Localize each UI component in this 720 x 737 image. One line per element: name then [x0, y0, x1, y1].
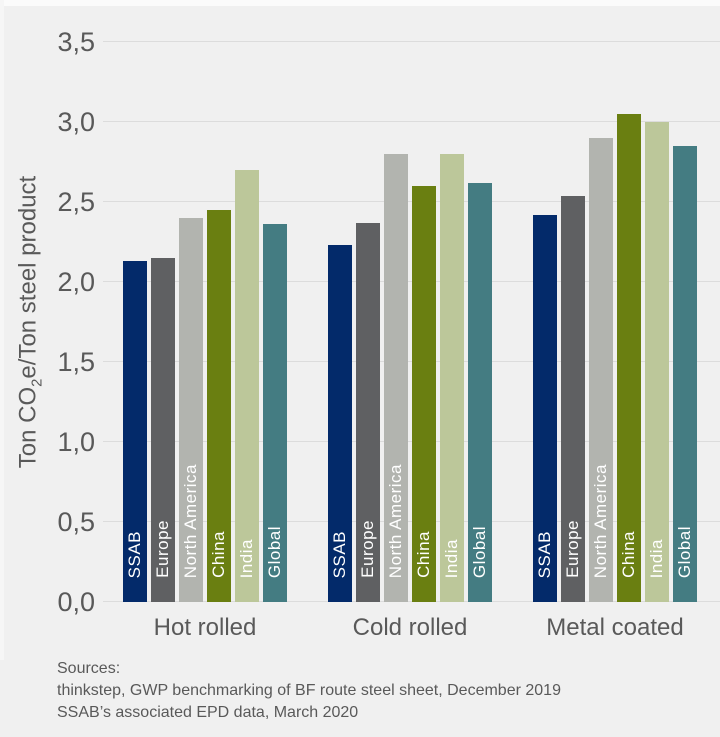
bar-label-europe: Europe — [563, 520, 582, 578]
bar-hot-rolled-global: Global — [263, 224, 287, 602]
y-tick-1,5: 1,5 — [57, 347, 95, 377]
bar-group-hot-rolled: SSAB Europe North America China India Global — [123, 42, 287, 602]
sources-label: Sources: — [57, 660, 121, 677]
bar-label-ssab: SSAB — [330, 530, 349, 578]
bar-cold-rolled-europe: Europe — [356, 222, 380, 602]
bar-cold-rolled-north-america: North America — [384, 154, 408, 602]
bar-cold-rolled-global: Global — [468, 182, 492, 602]
y-tick-3,0: 3,0 — [57, 107, 95, 137]
bar-hot-rolled-ssab: SSAB — [123, 261, 147, 602]
bar-group-metal-coated: SSAB Europe North America China India Global — [533, 42, 697, 602]
bar-hot-rolled-europe: Europe — [151, 258, 175, 602]
bar-label-india: India — [237, 538, 256, 578]
y-tick-2,5: 2,5 — [57, 187, 95, 217]
top-edge-highlight — [0, 0, 720, 6]
plot-area: 0,0 0,5 1,0 1,5 2,0 2,5 3,0 3,5 SSAB Europe North … — [57, 28, 720, 641]
bar-label-india: India — [647, 538, 666, 578]
category-label-hot-rolled: Hot rolled — [153, 614, 257, 641]
bar-cold-rolled-china: China — [412, 186, 436, 602]
gridline-3,5 — [103, 41, 720, 42]
bar-label-north-america: North America — [386, 463, 405, 578]
bar-label-china: China — [619, 531, 638, 578]
bar-metal-coated-india: India — [645, 122, 669, 602]
bar-label-china: China — [209, 531, 228, 578]
y-tick-2,0: 2,0 — [57, 267, 95, 297]
bar-label-ssab: SSAB — [535, 530, 554, 578]
y-tick-3,5: 3,5 — [57, 27, 95, 57]
bar-label-global: Global — [675, 525, 694, 578]
y-axis-title-sub: 2 — [29, 378, 46, 387]
bar-metal-coated-europe: Europe — [561, 195, 585, 602]
gridline-1,0 — [103, 441, 720, 442]
bar-label-global: Global — [470, 525, 489, 578]
category-label-cold-rolled: Cold rolled — [352, 614, 468, 641]
source-line-2: SSAB’s associated EPD data, March 2020 — [57, 704, 359, 721]
source-line-1: thinkstep, GWP benchmarking of BF route … — [57, 682, 561, 699]
bar-metal-coated-north-america: North America — [589, 138, 613, 602]
gridline-0,0 — [103, 601, 720, 602]
bar-group-cold-rolled: SSAB Europe North America China India Global — [328, 42, 492, 602]
bar-cold-rolled-india: India — [440, 154, 464, 602]
y-axis-title: Ton CO2e/Ton steel product — [15, 176, 46, 468]
gridline-1,5 — [103, 361, 720, 362]
bar-metal-coated-global: Global — [673, 146, 697, 602]
bar-metal-coated-ssab: SSAB — [533, 214, 557, 602]
bar-label-india: India — [442, 538, 461, 578]
y-tick-1,0: 1,0 — [57, 427, 95, 457]
bar-label-north-america: North America — [181, 463, 200, 578]
bar-cold-rolled-ssab: SSAB — [328, 245, 352, 602]
bar-label-china: China — [414, 531, 433, 578]
bar-hot-rolled-china: China — [207, 210, 231, 602]
gridline-0,5 — [103, 521, 720, 522]
bar-hot-rolled-india: India — [235, 170, 259, 602]
bar-label-europe: Europe — [358, 520, 377, 578]
bar-metal-coated-china: China — [617, 114, 641, 602]
bar-label-ssab: SSAB — [125, 530, 144, 578]
left-edge-highlight — [0, 0, 4, 660]
y-tick-0,5: 0,5 — [57, 507, 95, 537]
bar-label-global: Global — [265, 525, 284, 578]
gridline-3,0 — [103, 121, 720, 122]
bar-hot-rolled-north-america: North America — [179, 218, 203, 602]
category-label-metal-coated: Metal coated — [546, 614, 684, 641]
sources-block: Sources: thinkstep, GWP benchmarking of … — [57, 658, 561, 724]
gridline-2,0 — [103, 281, 720, 282]
bar-label-north-america: North America — [591, 463, 610, 578]
y-tick-0,0: 0,0 — [57, 587, 95, 617]
gridline-2,5 — [103, 201, 720, 202]
bar-label-europe: Europe — [153, 520, 172, 578]
